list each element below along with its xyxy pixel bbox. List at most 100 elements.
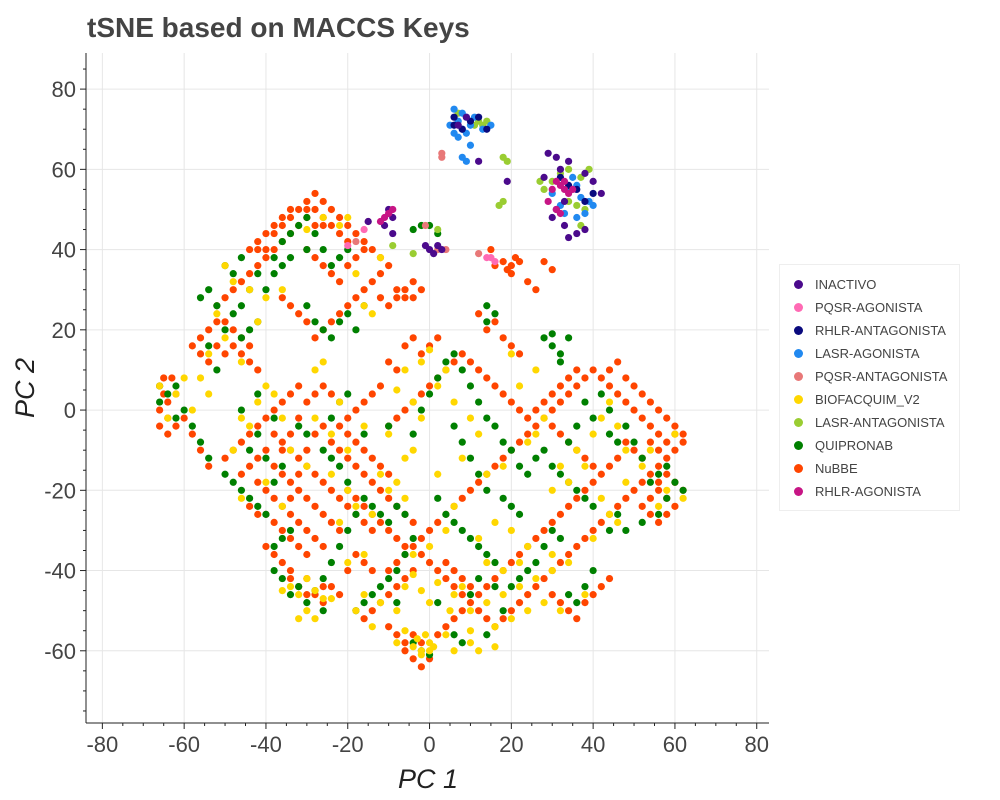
point-nubbe (515, 550, 524, 559)
point-quipronab (319, 245, 327, 254)
point-nubbe (286, 494, 295, 502)
point-biofacquim-v2 (425, 599, 434, 607)
point-nubbe (605, 382, 614, 390)
point-biofacquim-v2 (385, 486, 393, 494)
point-nubbe (564, 550, 573, 559)
point-nubbe (278, 438, 286, 446)
legend-item-quipronab[interactable]: QUIPRONAB (794, 435, 893, 455)
point-nubbe (491, 574, 499, 583)
chart-title: tSNE based on MACCS Keys (87, 12, 470, 43)
point-nubbe (614, 358, 622, 366)
point-biofacquim-v2 (646, 446, 654, 454)
point-nubbe (393, 414, 401, 422)
point-nubbe (376, 270, 385, 278)
point-nubbe (589, 462, 597, 470)
point-inactivo (438, 245, 446, 254)
legend-item-lasr-antagonista[interactable]: LASR-ANTAGONISTA (794, 412, 945, 432)
point-nubbe (622, 374, 630, 382)
point-biofacquim-v2 (442, 366, 450, 374)
point-nubbe (442, 574, 450, 583)
point-nubbe (172, 422, 180, 430)
point-quipronab (524, 470, 532, 478)
point-nubbe (286, 574, 295, 583)
point-nubbe (303, 197, 311, 206)
point-biofacquim-v2 (360, 302, 368, 310)
point-lasr-agonista (581, 209, 589, 218)
point-nubbe (295, 205, 303, 214)
point-lasr-agonista (466, 141, 475, 149)
point-biofacquim-v2 (262, 382, 270, 390)
point-quipronab (409, 430, 417, 438)
point-nubbe (344, 221, 352, 230)
point-quipronab (515, 574, 524, 583)
legend-item-pqsr-antagonista[interactable]: PQSR-ANTAGONISTA (794, 366, 947, 386)
point-nubbe (311, 189, 319, 198)
point-biofacquim-v2 (262, 294, 270, 302)
point-nubbe (352, 254, 360, 262)
point-nubbe (319, 478, 327, 486)
point-nubbe (483, 326, 491, 334)
point-nubbe (327, 390, 335, 398)
point-nubbe (335, 422, 344, 430)
legend-item-pqsr-agonista[interactable]: PQSR-AGONISTA (794, 297, 922, 317)
point-quipronab (385, 422, 393, 430)
series-biofacquim-v2 (156, 213, 687, 659)
point-biofacquim-v2 (434, 382, 442, 390)
point-inactivo (430, 249, 438, 258)
point-quipronab (401, 550, 409, 559)
point-quipronab (164, 390, 172, 398)
point-nubbe (278, 398, 286, 406)
point-nubbe (319, 422, 327, 430)
point-biofacquim-v2 (515, 558, 524, 567)
point-quipronab (515, 462, 524, 470)
point-quipronab (434, 494, 442, 502)
point-nubbe (311, 534, 319, 543)
point-biofacquim-v2 (434, 470, 442, 478)
point-nubbe (335, 526, 344, 535)
point-nubbe (335, 494, 344, 502)
point-nubbe (360, 398, 368, 406)
legend-item-lasr-agonista[interactable]: LASR-AGONISTA (794, 343, 920, 363)
point-nubbe (311, 390, 319, 398)
point-nubbe (540, 398, 548, 406)
point-nubbe (368, 245, 376, 254)
legend-label: INACTIVO (815, 276, 877, 292)
point-nubbe (254, 245, 262, 254)
legend-item-rhlr-antagonista[interactable]: RHLR-ANTAGONISTA (794, 320, 946, 340)
point-biofacquim-v2 (286, 582, 295, 591)
point-biofacquim-v2 (344, 558, 352, 567)
legend-item-rhlr-agonista[interactable]: RHLR-AGONISTA (794, 481, 921, 501)
point-inactivo (581, 169, 589, 177)
point-nubbe (646, 438, 654, 446)
point-nubbe (245, 358, 254, 366)
point-biofacquim-v2 (278, 587, 286, 595)
point-biofacquim-v2 (515, 382, 524, 390)
point-nubbe (654, 446, 663, 454)
point-quipronab (278, 534, 286, 543)
point-nubbe (205, 462, 213, 470)
point-nubbe (532, 582, 540, 591)
point-biofacquim-v2 (491, 643, 499, 651)
point-nubbe (507, 558, 515, 567)
point-nubbe (646, 398, 654, 406)
point-biofacquim-v2 (540, 414, 548, 422)
point-nubbe (368, 607, 376, 615)
point-biofacquim-v2 (483, 470, 491, 478)
point-nubbe (278, 526, 286, 535)
legend-item-inactivo[interactable]: INACTIVO (794, 274, 876, 294)
point-biofacquim-v2 (434, 578, 442, 587)
point-nubbe (638, 502, 646, 510)
point-quipronab (303, 213, 311, 222)
point-nubbe (376, 294, 385, 302)
point-nubbe (188, 430, 196, 438)
point-quipronab (548, 526, 556, 535)
point-biofacquim-v2 (483, 558, 491, 567)
point-quipronab (393, 502, 401, 510)
point-quipronab (335, 254, 344, 262)
point-quipronab (344, 478, 352, 486)
point-biofacquim-v2 (483, 599, 491, 607)
legend-item-biofacquim-v2[interactable]: BIOFACQUIM_V2 (794, 389, 920, 409)
point-nubbe (654, 478, 663, 486)
legend-item-nubbe[interactable]: NuBBE (794, 458, 858, 478)
